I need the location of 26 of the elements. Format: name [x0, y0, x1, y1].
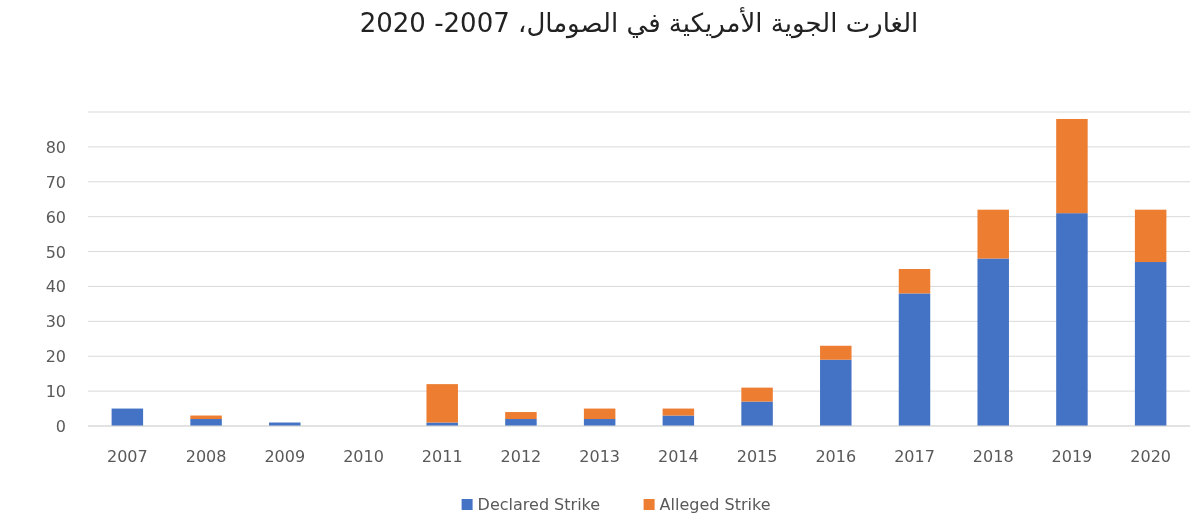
- y-tick-label: 0: [55, 417, 66, 436]
- chart-title: الغارت الجوية الأمريكية في الصومال، 2007- 2020: [359, 6, 919, 39]
- y-tick-label: 10: [45, 382, 66, 402]
- y-tick-label: 20: [45, 347, 66, 367]
- legend-label: Alleged Strike: [659, 495, 771, 514]
- legend-label: Declared Strike: [477, 495, 601, 514]
- x-tick-label: 2014: [658, 447, 699, 466]
- y-tick-label: 80: [45, 137, 66, 157]
- x-tick-label: 2020: [1130, 447, 1171, 466]
- y-tick-label: 30: [45, 312, 66, 332]
- x-tick-label: 2011: [421, 447, 463, 466]
- y-tick-label: 50: [45, 242, 66, 262]
- y-tick-label: 70: [45, 172, 66, 192]
- x-tick-label: 2017: [894, 447, 935, 466]
- x-tick-label: 2009: [264, 447, 306, 466]
- x-tick-label: 2008: [185, 447, 227, 466]
- y-tick-label: 40: [45, 277, 66, 297]
- x-tick-label: 2007: [107, 447, 148, 466]
- x-tick-label: 2016: [815, 447, 857, 466]
- x-tick-label: 2018: [972, 447, 1014, 466]
- x-tick-label: 2013: [579, 447, 620, 466]
- x-tick-label: 2012: [500, 447, 542, 466]
- x-tick-label: 2015: [736, 447, 778, 466]
- y-tick-label: 60: [45, 207, 66, 227]
- x-tick-label: 2019: [1051, 447, 1093, 466]
- x-tick-label: 2010: [343, 447, 384, 466]
